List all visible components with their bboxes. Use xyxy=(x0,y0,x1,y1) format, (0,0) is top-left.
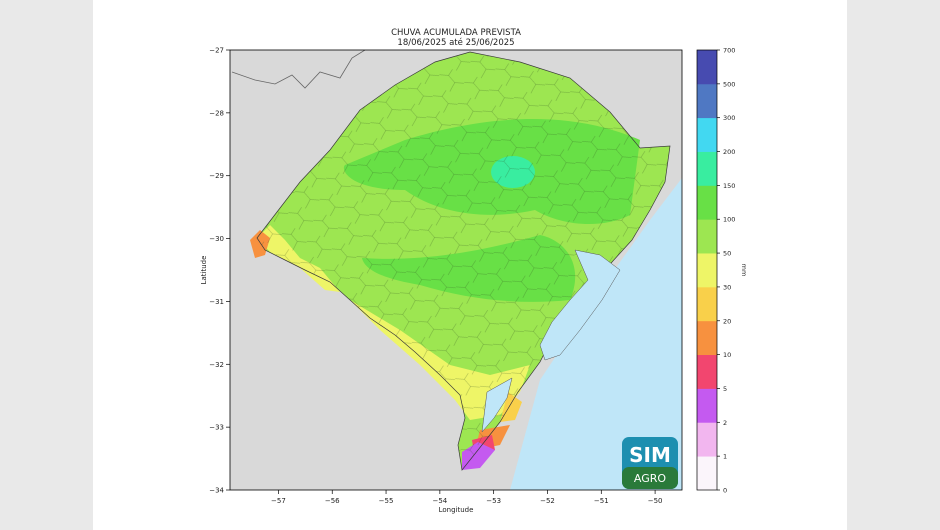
plot-frame xyxy=(229,49,683,491)
colorbar-tick-label: 200 xyxy=(723,148,735,156)
state-rainfall-field xyxy=(250,51,671,471)
colorbar-segment xyxy=(697,354,717,389)
chart-subtitle: 18/06/2025 até 25/06/2025 xyxy=(397,38,515,48)
colorbar-segment xyxy=(697,117,717,152)
x-axis-label: Longitude xyxy=(439,506,474,514)
colorbar-tick-label: 0 xyxy=(723,487,727,495)
colorbar-segment xyxy=(697,388,717,423)
colorbar-tick-label: 10 xyxy=(723,351,731,359)
y-tick-label: −31 xyxy=(209,298,224,306)
colorbar-tick-label: 700 xyxy=(723,47,735,55)
logo-text-agro: AGRO xyxy=(634,472,666,485)
y-tick-label: −33 xyxy=(209,424,224,432)
colorbar-tick-label: 2 xyxy=(723,419,727,427)
colorbar-segment xyxy=(697,151,717,186)
colorbar-segment xyxy=(697,422,717,457)
x-tick-label: −51 xyxy=(594,497,609,505)
x-tick-label: −53 xyxy=(486,497,501,505)
y-tick-label: −28 xyxy=(209,109,224,117)
colorbar-segment xyxy=(697,286,717,322)
colorbar-segment xyxy=(697,50,717,85)
colorbar-segment xyxy=(697,253,717,288)
colorbar-segment xyxy=(697,83,717,119)
colorbar-tick-label: 500 xyxy=(723,80,735,88)
field-30-coast xyxy=(500,392,522,422)
x-axis: −57 −56 −55 −54 −53 −52 −51 −50 xyxy=(271,490,662,505)
colorbar-frame xyxy=(696,49,718,491)
x-tick-label: −57 xyxy=(271,497,286,505)
x-tick-label: −56 xyxy=(325,497,340,505)
country-border-north xyxy=(231,50,366,89)
y-tick-label: −34 xyxy=(209,487,224,495)
colorbar-tick-label: 50 xyxy=(723,250,731,258)
colorbar-tick-label: 5 xyxy=(723,385,727,393)
colorbar-tick-label: 20 xyxy=(723,317,731,325)
colorbar: 0 1 2 5 10 20 30 50 100 150 200 300 500 700 xyxy=(696,47,735,495)
colorbar-tick-label: 100 xyxy=(723,216,735,224)
lagoa-mirim xyxy=(481,377,513,433)
chart-title-block: CHUVA ACUMULADA PREVISTA 18/06/2025 até … xyxy=(230,28,682,48)
colorbar-tick-label: 1 xyxy=(723,453,727,461)
colorbar-label: mm xyxy=(740,264,748,277)
ocean-area xyxy=(510,178,682,490)
x-tick-label: −52 xyxy=(540,497,555,505)
colorbar-segment xyxy=(697,185,717,220)
y-axis: −27 −28 −29 −30 −31 −32 −33 −34 xyxy=(209,47,230,495)
logo-text-sim: SIM xyxy=(629,443,671,467)
y-tick-label: −29 xyxy=(209,172,224,180)
colorbar-tick-label: 30 xyxy=(723,283,731,291)
chart-title: CHUVA ACUMULADA PREVISTA xyxy=(391,28,521,38)
colorbar-segment xyxy=(697,456,717,491)
lagoa-dos-patos xyxy=(539,249,621,361)
colorbar-segment xyxy=(697,219,717,254)
y-axis-label: Latitude xyxy=(200,256,208,285)
x-tick-label: −50 xyxy=(648,497,663,505)
colorbar-tick-label: 300 xyxy=(723,114,735,122)
y-tick-label: −27 xyxy=(209,47,224,55)
x-tick-label: −55 xyxy=(379,497,394,505)
colorbar-tick-label: 150 xyxy=(723,182,735,190)
x-tick-label: −54 xyxy=(432,497,447,505)
sim-agro-logo: SIM AGRO xyxy=(622,437,678,489)
y-tick-label: −30 xyxy=(209,235,224,243)
y-tick-label: −32 xyxy=(209,361,224,369)
colorbar-segment xyxy=(697,320,717,356)
